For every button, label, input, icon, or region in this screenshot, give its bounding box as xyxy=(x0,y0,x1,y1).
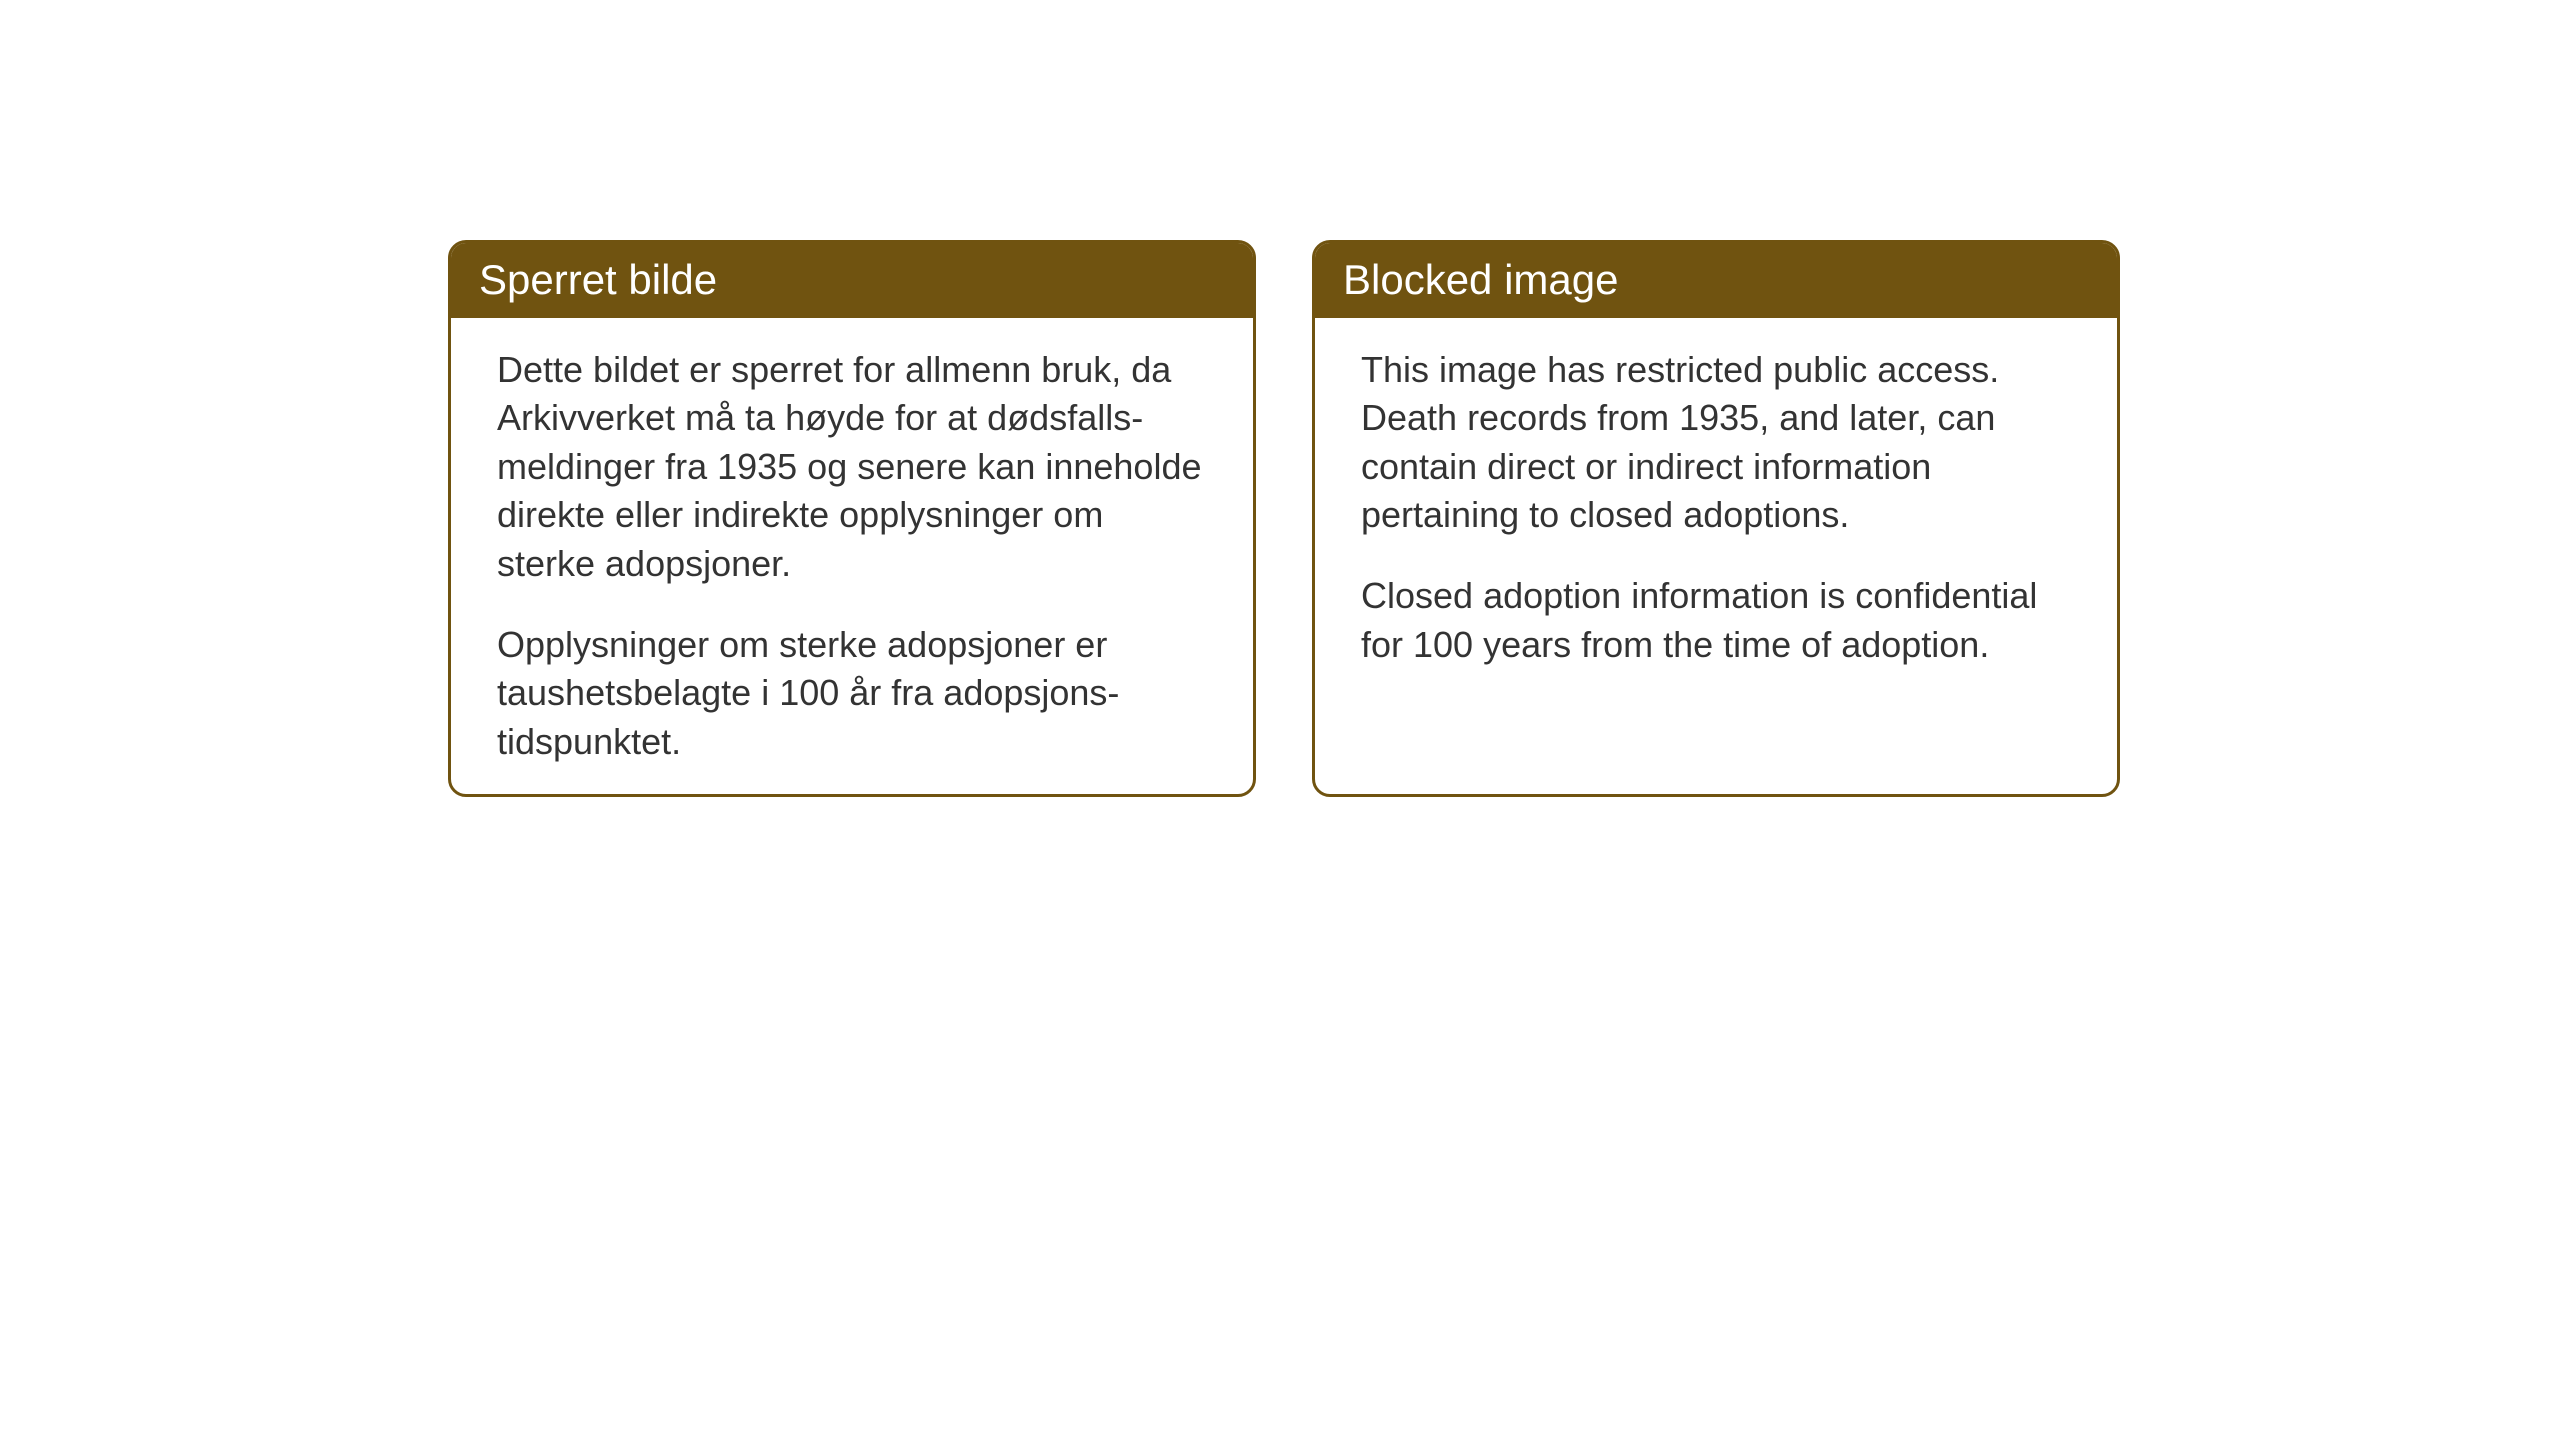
panel-norwegian-title: Sperret bilde xyxy=(479,256,717,303)
panel-english-body: This image has restricted public access.… xyxy=(1315,318,2117,698)
panel-norwegian-paragraph-1: Dette bildet er sperret for allmenn bruk… xyxy=(497,346,1207,589)
panel-norwegian-body: Dette bildet er sperret for allmenn bruk… xyxy=(451,318,1253,795)
panel-english-paragraph-2: Closed adoption information is confident… xyxy=(1361,572,2071,669)
panel-english-paragraph-1: This image has restricted public access.… xyxy=(1361,346,2071,540)
panels-container: Sperret bilde Dette bildet er sperret fo… xyxy=(448,240,2120,797)
panel-english-header: Blocked image xyxy=(1315,243,2117,318)
panel-norwegian: Sperret bilde Dette bildet er sperret fo… xyxy=(448,240,1256,797)
panel-english: Blocked image This image has restricted … xyxy=(1312,240,2120,797)
panel-norwegian-paragraph-2: Opplysninger om sterke adopsjoner er tau… xyxy=(497,621,1207,767)
panel-norwegian-header: Sperret bilde xyxy=(451,243,1253,318)
panel-english-title: Blocked image xyxy=(1343,256,1618,303)
